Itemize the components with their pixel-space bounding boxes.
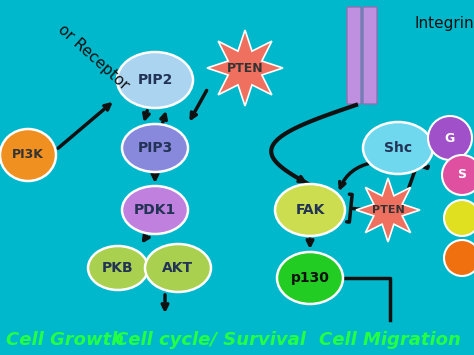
Ellipse shape	[442, 155, 474, 195]
Text: Cell Migration: Cell Migration	[319, 331, 461, 349]
Ellipse shape	[97, 250, 139, 275]
Ellipse shape	[122, 186, 188, 234]
Text: PTEN: PTEN	[227, 61, 264, 75]
Ellipse shape	[122, 124, 188, 172]
Text: G: G	[445, 131, 455, 144]
Text: p130: p130	[291, 271, 329, 285]
Text: or Receptor: or Receptor	[55, 22, 132, 93]
Text: PI3K: PI3K	[12, 148, 44, 162]
Text: FAK: FAK	[295, 203, 325, 217]
Ellipse shape	[374, 127, 422, 156]
Text: PIP2: PIP2	[137, 73, 173, 87]
Text: Shc: Shc	[384, 141, 412, 155]
Ellipse shape	[363, 122, 433, 174]
FancyBboxPatch shape	[347, 7, 361, 104]
Text: PDK1: PDK1	[134, 203, 176, 217]
Text: S: S	[457, 169, 466, 181]
Ellipse shape	[155, 249, 201, 275]
Text: PTEN: PTEN	[372, 205, 404, 215]
Ellipse shape	[277, 252, 343, 304]
Ellipse shape	[128, 58, 182, 88]
Ellipse shape	[132, 191, 178, 217]
Ellipse shape	[287, 257, 333, 286]
Ellipse shape	[88, 246, 148, 290]
Ellipse shape	[9, 134, 47, 163]
Text: AKT: AKT	[163, 261, 193, 275]
Ellipse shape	[132, 129, 178, 155]
Text: Cell Growth: Cell Growth	[6, 331, 124, 349]
Ellipse shape	[428, 116, 472, 160]
Text: Integrins: Integrins	[415, 16, 474, 31]
Polygon shape	[356, 178, 420, 242]
Ellipse shape	[145, 244, 211, 292]
Ellipse shape	[275, 184, 345, 236]
Ellipse shape	[444, 200, 474, 236]
Text: PKB: PKB	[102, 261, 134, 275]
FancyBboxPatch shape	[363, 7, 377, 104]
Ellipse shape	[0, 129, 56, 181]
Ellipse shape	[444, 240, 474, 276]
Ellipse shape	[285, 189, 335, 218]
Text: PIP3: PIP3	[137, 141, 173, 155]
Ellipse shape	[117, 52, 193, 108]
Text: Cell cycle/ Survival: Cell cycle/ Survival	[115, 331, 305, 349]
Polygon shape	[207, 30, 283, 106]
